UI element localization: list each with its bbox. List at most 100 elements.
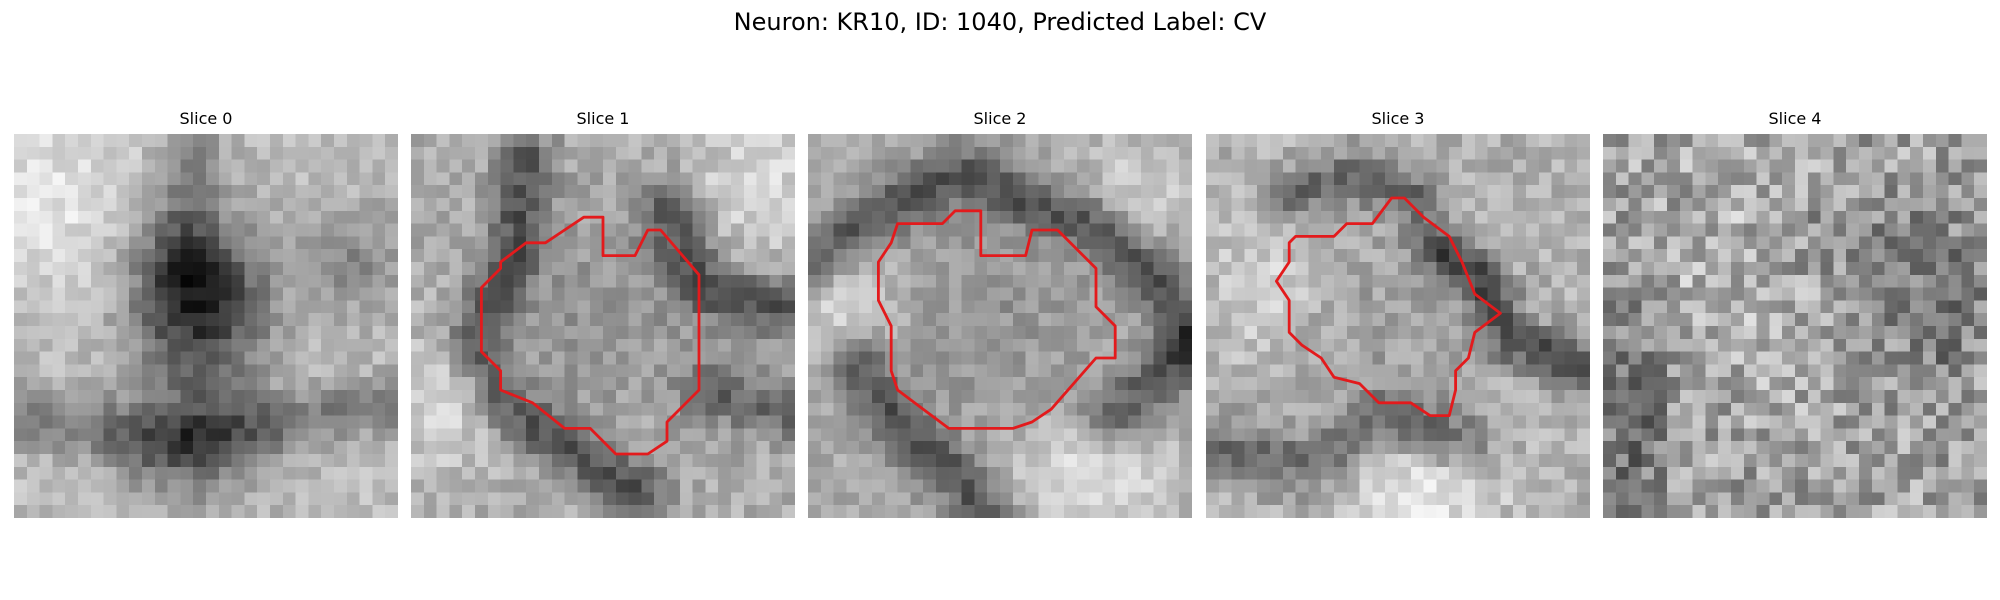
pixel: [590, 236, 604, 250]
pixel: [1321, 313, 1335, 327]
pixel: [859, 262, 873, 276]
pixel: [1179, 390, 1192, 404]
pixel: [539, 210, 553, 224]
pixel: [1654, 274, 1668, 288]
pixel: [1859, 249, 1873, 263]
pixel: [1295, 466, 1309, 480]
pixel: [654, 146, 668, 160]
pixel: [1782, 402, 1796, 416]
pixel: [1859, 300, 1873, 314]
pixel: [142, 390, 156, 404]
pixel: [346, 313, 360, 327]
pixel: [1884, 134, 1898, 148]
pixel: [1833, 223, 1847, 237]
pixel: [1051, 287, 1065, 301]
pixel: [1295, 415, 1309, 429]
pixel: [910, 390, 924, 404]
pixel: [1782, 338, 1796, 352]
pixel: [1564, 249, 1578, 263]
pixel: [1038, 134, 1052, 148]
pixel: [1372, 479, 1386, 493]
pixel: [1179, 262, 1192, 276]
pixel: [1897, 326, 1911, 340]
pixel: [718, 210, 732, 224]
pixel: [1257, 454, 1271, 468]
pixel: [667, 441, 681, 455]
pixel: [1179, 210, 1192, 224]
pixel: [1718, 338, 1732, 352]
pixel: [1641, 428, 1655, 442]
pixel: [1884, 428, 1898, 442]
pixel: [987, 134, 1001, 148]
pixel: [295, 287, 309, 301]
pixel: [308, 300, 322, 314]
pixel: [1603, 364, 1617, 378]
pixel: [692, 441, 706, 455]
pixel: [1449, 159, 1463, 173]
pixel: [1705, 377, 1719, 391]
pixel: [1718, 402, 1732, 416]
pixel: [1012, 428, 1026, 442]
pixel: [193, 441, 207, 455]
pixel: [1282, 454, 1296, 468]
pixel: [808, 185, 822, 199]
pixel: [872, 454, 886, 468]
pixel: [859, 287, 873, 301]
pixel: [487, 159, 501, 173]
pixel: [769, 441, 783, 455]
pixel: [1153, 236, 1167, 250]
pixel: [103, 146, 117, 160]
pixel: [308, 262, 322, 276]
pixel: [1718, 185, 1732, 199]
pixel: [1500, 198, 1514, 212]
pixel: [833, 134, 847, 148]
pixel: [1756, 441, 1770, 455]
pixel: [1641, 466, 1655, 480]
pixel: [1871, 479, 1885, 493]
pixel: [679, 274, 693, 288]
pixel: [910, 210, 924, 224]
pixel: [808, 415, 822, 429]
pixel: [1961, 236, 1975, 250]
pixel: [820, 223, 834, 237]
pixel: [1833, 415, 1847, 429]
pixel: [539, 159, 553, 173]
pixel: [116, 466, 130, 480]
pixel: [1166, 223, 1180, 237]
pixel: [654, 326, 668, 340]
pixel: [1257, 338, 1271, 352]
pixel: [948, 466, 962, 480]
pixel: [718, 351, 732, 365]
pixel: [1615, 236, 1629, 250]
pixel: [487, 223, 501, 237]
pixel: [1257, 479, 1271, 493]
pixel: [1820, 146, 1834, 160]
pixel: [206, 313, 220, 327]
pixel: [1064, 262, 1078, 276]
pixel: [1538, 198, 1552, 212]
pixel: [1051, 274, 1065, 288]
pixel: [462, 159, 476, 173]
pixel: [884, 505, 898, 518]
pixel: [1705, 364, 1719, 378]
pixel: [218, 505, 232, 518]
pixel: [1538, 223, 1552, 237]
pixel: [423, 415, 437, 429]
pixel: [1782, 351, 1796, 365]
pixel: [1961, 351, 1975, 365]
pixel: [590, 390, 604, 404]
pixel: [782, 466, 795, 480]
pixel: [923, 479, 937, 493]
pixel: [14, 210, 28, 224]
pixel: [936, 454, 950, 468]
pixel: [180, 364, 194, 378]
pixel: [948, 364, 962, 378]
pixel: [526, 466, 540, 480]
pixel: [231, 159, 245, 173]
pixel: [257, 223, 271, 237]
pixel: [1641, 415, 1655, 429]
pixel: [1654, 198, 1668, 212]
pixel: [500, 326, 514, 340]
pixel: [551, 185, 565, 199]
pixel: [1218, 287, 1232, 301]
